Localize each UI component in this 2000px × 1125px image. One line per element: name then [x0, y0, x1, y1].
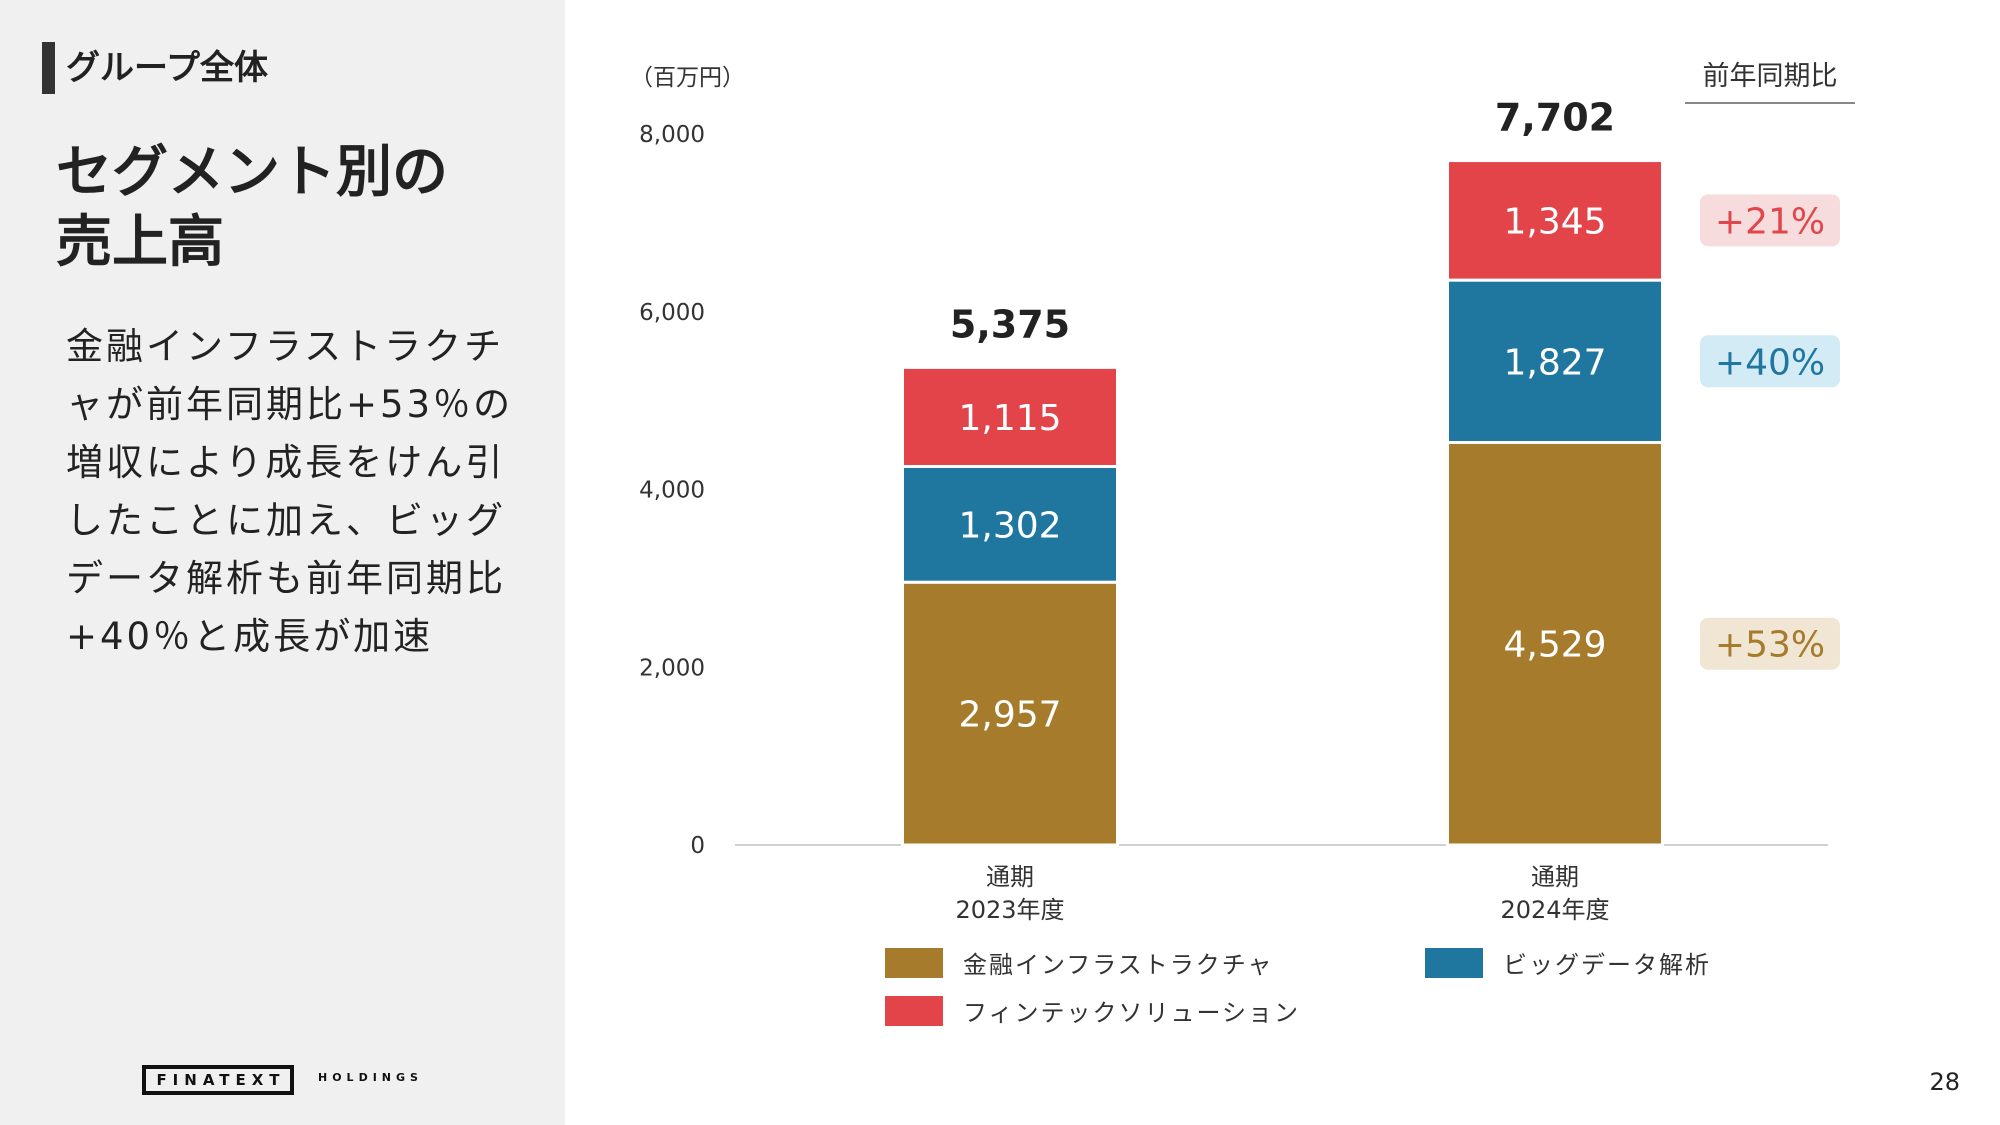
- body-line: +40％と成長が加速: [66, 615, 434, 658]
- data-label: 1,115: [958, 398, 1061, 439]
- y-tick-label: 4,000: [639, 478, 705, 504]
- legend-item-big-data: ビッグデータ解析: [1425, 945, 1711, 980]
- bar-segment: [901, 580, 1119, 847]
- chart-legend: 金融インフラストラクチャ ビッグデータ解析 フィンテックソリューション: [885, 945, 1785, 1028]
- y-tick-label: 2,000: [639, 655, 705, 681]
- unit-label: （百万円）: [630, 65, 745, 91]
- logo-wordmark: FINATEXT: [142, 1065, 294, 1095]
- total-label: 7,702: [1495, 96, 1615, 140]
- data-label: 2,957: [958, 695, 1061, 736]
- bar-segment: [901, 365, 1119, 468]
- legend-swatch: [1425, 947, 1483, 978]
- legend-swatch: [885, 995, 943, 1026]
- x-tick-label: 通期: [1531, 863, 1579, 891]
- slide-title-line: セグメント別の: [56, 140, 448, 205]
- legend-label: ビッグデータ解析: [1503, 951, 1711, 979]
- body-line: 増収により成長をけん引: [66, 441, 506, 484]
- body-text: 金融インフラストラクチ ャが前年同期比+53％の 増収により成長をけん引 したこ…: [66, 318, 526, 666]
- data-label: 4,529: [1503, 625, 1606, 666]
- y-tick-label: 8,000: [639, 122, 705, 148]
- x-tick-label: 2023年度: [955, 896, 1064, 924]
- section-marker: [42, 42, 55, 94]
- yoy-header: 前年同期比: [1703, 61, 1838, 92]
- page-number: 28: [1929, 1068, 1960, 1096]
- data-label: 1,827: [1503, 342, 1606, 383]
- body-line: 金融インフラストラクチ: [66, 325, 505, 368]
- legend-swatch: [885, 947, 943, 978]
- slide-title: セグメント別の 売上高: [56, 138, 448, 278]
- yoy-badge: [1700, 335, 1840, 388]
- yoy-badge-label: +40%: [1715, 342, 1825, 383]
- bar-segment: [1446, 159, 1664, 282]
- slide-title-line: 売上高: [56, 210, 224, 275]
- legend-item-financial-infra: 金融インフラストラクチャ: [885, 945, 1274, 980]
- total-label: 5,375: [950, 302, 1070, 346]
- body-line: データ解析も前年同期比: [66, 557, 506, 600]
- legend-label: フィンテックソリューション: [963, 999, 1301, 1027]
- bar-segment: [1446, 278, 1664, 444]
- left-panel: [0, 0, 565, 1125]
- y-tick-label: 0: [690, 833, 705, 859]
- data-label: 1,345: [1503, 201, 1606, 242]
- y-tick-label: 6,000: [639, 300, 705, 326]
- yoy-badge-label: +21%: [1715, 201, 1825, 242]
- body-line: ャが前年同期比+53％の: [66, 383, 514, 426]
- yoy-badge: [1700, 617, 1840, 670]
- data-label: 1,302: [958, 505, 1061, 546]
- yoy-badge-label: +53%: [1715, 625, 1825, 666]
- section-title: グループ全体: [66, 48, 268, 88]
- x-tick-label: 2024年度: [1500, 896, 1609, 924]
- yoy-badge: [1700, 194, 1840, 247]
- body-line: したことに加え、ビッグ: [66, 499, 506, 542]
- logo-subtext: HOLDINGS: [318, 1071, 423, 1084]
- x-tick-label: 通期: [986, 863, 1034, 891]
- legend-label: 金融インフラストラクチャ: [963, 951, 1274, 979]
- legend-item-fintech: フィンテックソリューション: [885, 993, 1300, 1028]
